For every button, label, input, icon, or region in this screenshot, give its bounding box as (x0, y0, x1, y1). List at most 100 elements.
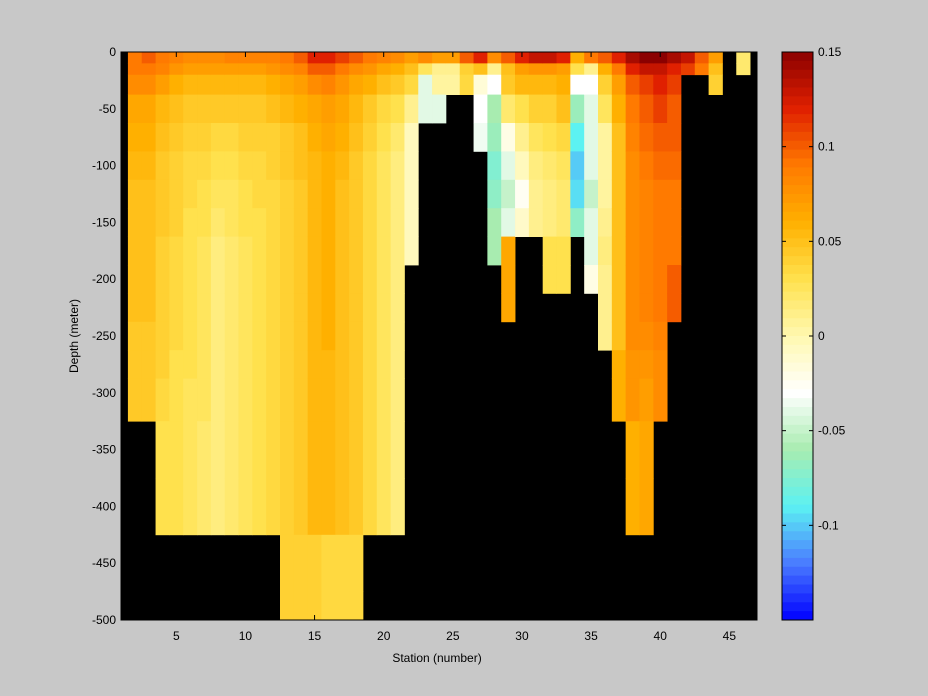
heatmap-cell (362, 478, 378, 536)
heatmap-cell (224, 293, 239, 323)
heatmap-cell (127, 236, 143, 266)
heatmap-cell (252, 179, 267, 209)
heatmap-cell (127, 179, 143, 209)
heatmap-cell (376, 350, 392, 379)
heatmap-cell (501, 293, 516, 323)
heatmap-cell (376, 236, 392, 266)
colorbar-band (782, 469, 813, 479)
heatmap-cell (528, 123, 544, 152)
colorbar-band (782, 229, 813, 239)
heatmap-cell (625, 321, 640, 351)
heatmap-cell (266, 478, 281, 536)
heatmap-cell (625, 378, 640, 422)
heatmap-cell (376, 151, 392, 181)
heatmap-cell (280, 63, 295, 76)
heatmap-cell (501, 208, 516, 237)
colorbar-band (782, 344, 813, 355)
heatmap-cell (321, 236, 336, 266)
heatmap-cell (238, 151, 253, 181)
heatmap-cell (570, 52, 585, 64)
heatmap-cell (459, 52, 474, 64)
heatmap-cell (390, 74, 405, 95)
heatmap-cell (224, 378, 239, 422)
heatmap-cell (653, 179, 668, 209)
colorbar-band (782, 60, 813, 71)
heatmap-cell (183, 321, 198, 351)
colorbar-band (782, 123, 813, 133)
heatmap-cell (349, 265, 364, 294)
colorbar-band (782, 353, 813, 364)
heatmap-cell (293, 421, 309, 479)
heatmap-cell (362, 350, 378, 379)
heatmap-cell (210, 52, 226, 64)
heatmap-cell (390, 208, 405, 237)
heatmap-cell (169, 74, 184, 95)
heatmap-cell (266, 74, 281, 95)
heatmap-cell (376, 378, 392, 422)
colorbar-band (782, 176, 813, 186)
heatmap-cell (349, 151, 364, 181)
heatmap-cell (127, 74, 143, 95)
heatmap-cell (197, 52, 212, 64)
colorbar-tick-label: -0.1 (818, 518, 839, 532)
heatmap-cell (611, 123, 627, 152)
heatmap-cell (197, 350, 212, 379)
heatmap-cell (224, 151, 239, 181)
heatmap-cell (598, 123, 613, 152)
heatmap-cell (390, 421, 405, 479)
heatmap-cell (362, 321, 378, 351)
colorbar-band (782, 540, 813, 550)
heatmap-cell (598, 94, 613, 124)
heatmap-cell (349, 123, 364, 152)
heatmap-cell (238, 321, 253, 351)
heatmap-cell (404, 63, 419, 76)
heatmap-cell (625, 350, 640, 379)
heatmap-cell (141, 350, 156, 379)
colorbar-band (782, 336, 813, 346)
heatmap-cell (556, 123, 571, 152)
heatmap-cell (197, 208, 212, 237)
heatmap-cell (487, 63, 502, 76)
heatmap-cell (680, 52, 696, 64)
heatmap-cell (625, 123, 640, 152)
colorbar-band (782, 211, 813, 222)
heatmap-cell (307, 378, 322, 422)
heatmap-cell (390, 350, 405, 379)
heatmap-cell (445, 74, 461, 95)
heatmap-cell (528, 179, 544, 209)
colorbar-tick-label: 0 (818, 329, 825, 343)
colorbar-tick-label: 0.05 (818, 234, 842, 248)
heatmap-cell (667, 179, 682, 209)
heatmap-cell (238, 94, 253, 124)
colorbar-band (782, 442, 813, 452)
heatmap-cell (293, 52, 309, 64)
heatmap-cell (155, 179, 170, 209)
heatmap-cell (252, 421, 267, 479)
heatmap-cell (349, 63, 364, 76)
heatmap-cell (667, 123, 682, 152)
heatmap-cell (210, 123, 226, 152)
heatmap-cell (321, 265, 336, 294)
heatmap-cell (459, 74, 474, 95)
heatmap-cells (127, 52, 751, 621)
x-tick-label: 5 (173, 629, 180, 643)
colorbar-band (782, 327, 813, 337)
heatmap-cell (432, 63, 447, 76)
heatmap-cell (542, 63, 557, 76)
heatmap-cell (307, 534, 322, 592)
heatmap-cell (224, 265, 239, 294)
heatmap-cell (432, 94, 447, 124)
colorbar-band (782, 238, 813, 248)
heatmap-cell (598, 63, 613, 76)
heatmap-cell (639, 208, 654, 237)
heatmap-cell (307, 208, 322, 237)
heatmap-cell (321, 94, 336, 124)
heatmap-cell (362, 265, 378, 294)
heatmap-cell (418, 74, 433, 95)
heatmap-cell (349, 534, 364, 592)
heatmap-cell (349, 293, 364, 323)
heatmap-cell (210, 265, 226, 294)
heatmap-cell (141, 208, 156, 237)
heatmap-cell (224, 179, 239, 209)
heatmap-cell (556, 208, 571, 237)
